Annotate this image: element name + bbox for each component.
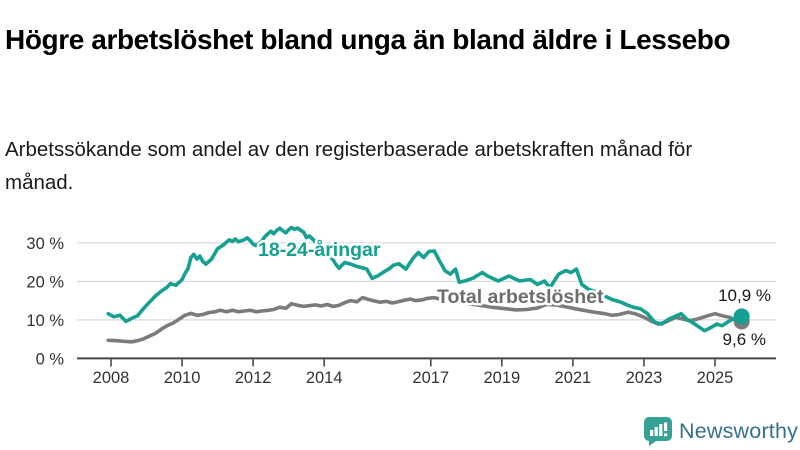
x-tick-label: 2025 [697, 369, 734, 387]
newsworthy-wordmark: Newsworthy [679, 418, 799, 443]
x-tick-label: 2023 [626, 369, 663, 387]
x-tick-label: 2008 [93, 369, 130, 387]
chart-subtitle: Arbetssökande som andel av den registerb… [5, 137, 693, 194]
series-line-total [106, 295, 744, 344]
series-line-youth [106, 225, 744, 333]
newsworthy-icon [644, 416, 672, 446]
y-tick-label: 20 % [26, 273, 64, 291]
newsworthy-logo[interactable]: Newsworthy [644, 416, 798, 446]
x-tick-label: 2019 [483, 369, 520, 387]
x-tick-label: 2021 [555, 369, 592, 387]
series-label-total: Total arbetslöshet [437, 286, 604, 308]
x-tick-label: 2017 [412, 369, 449, 387]
end-value-label-youth: 10,9 % [718, 286, 771, 305]
y-tick-label: 10 % [26, 312, 64, 330]
y-tick-label: 0 % [36, 350, 65, 368]
y-tick-label: 30 % [26, 235, 64, 253]
end-value-label-total: 9,6 % [723, 330, 766, 349]
x-tick-label: 2010 [164, 369, 201, 387]
series-label-youth: 18-24-åringar [258, 238, 381, 261]
x-tick-label: 2012 [235, 369, 272, 387]
page-title: Högre arbetslöshet bland unga än bland ä… [5, 23, 731, 55]
x-tick-label: 2014 [306, 369, 343, 387]
series-end-dot-youth [733, 308, 750, 325]
